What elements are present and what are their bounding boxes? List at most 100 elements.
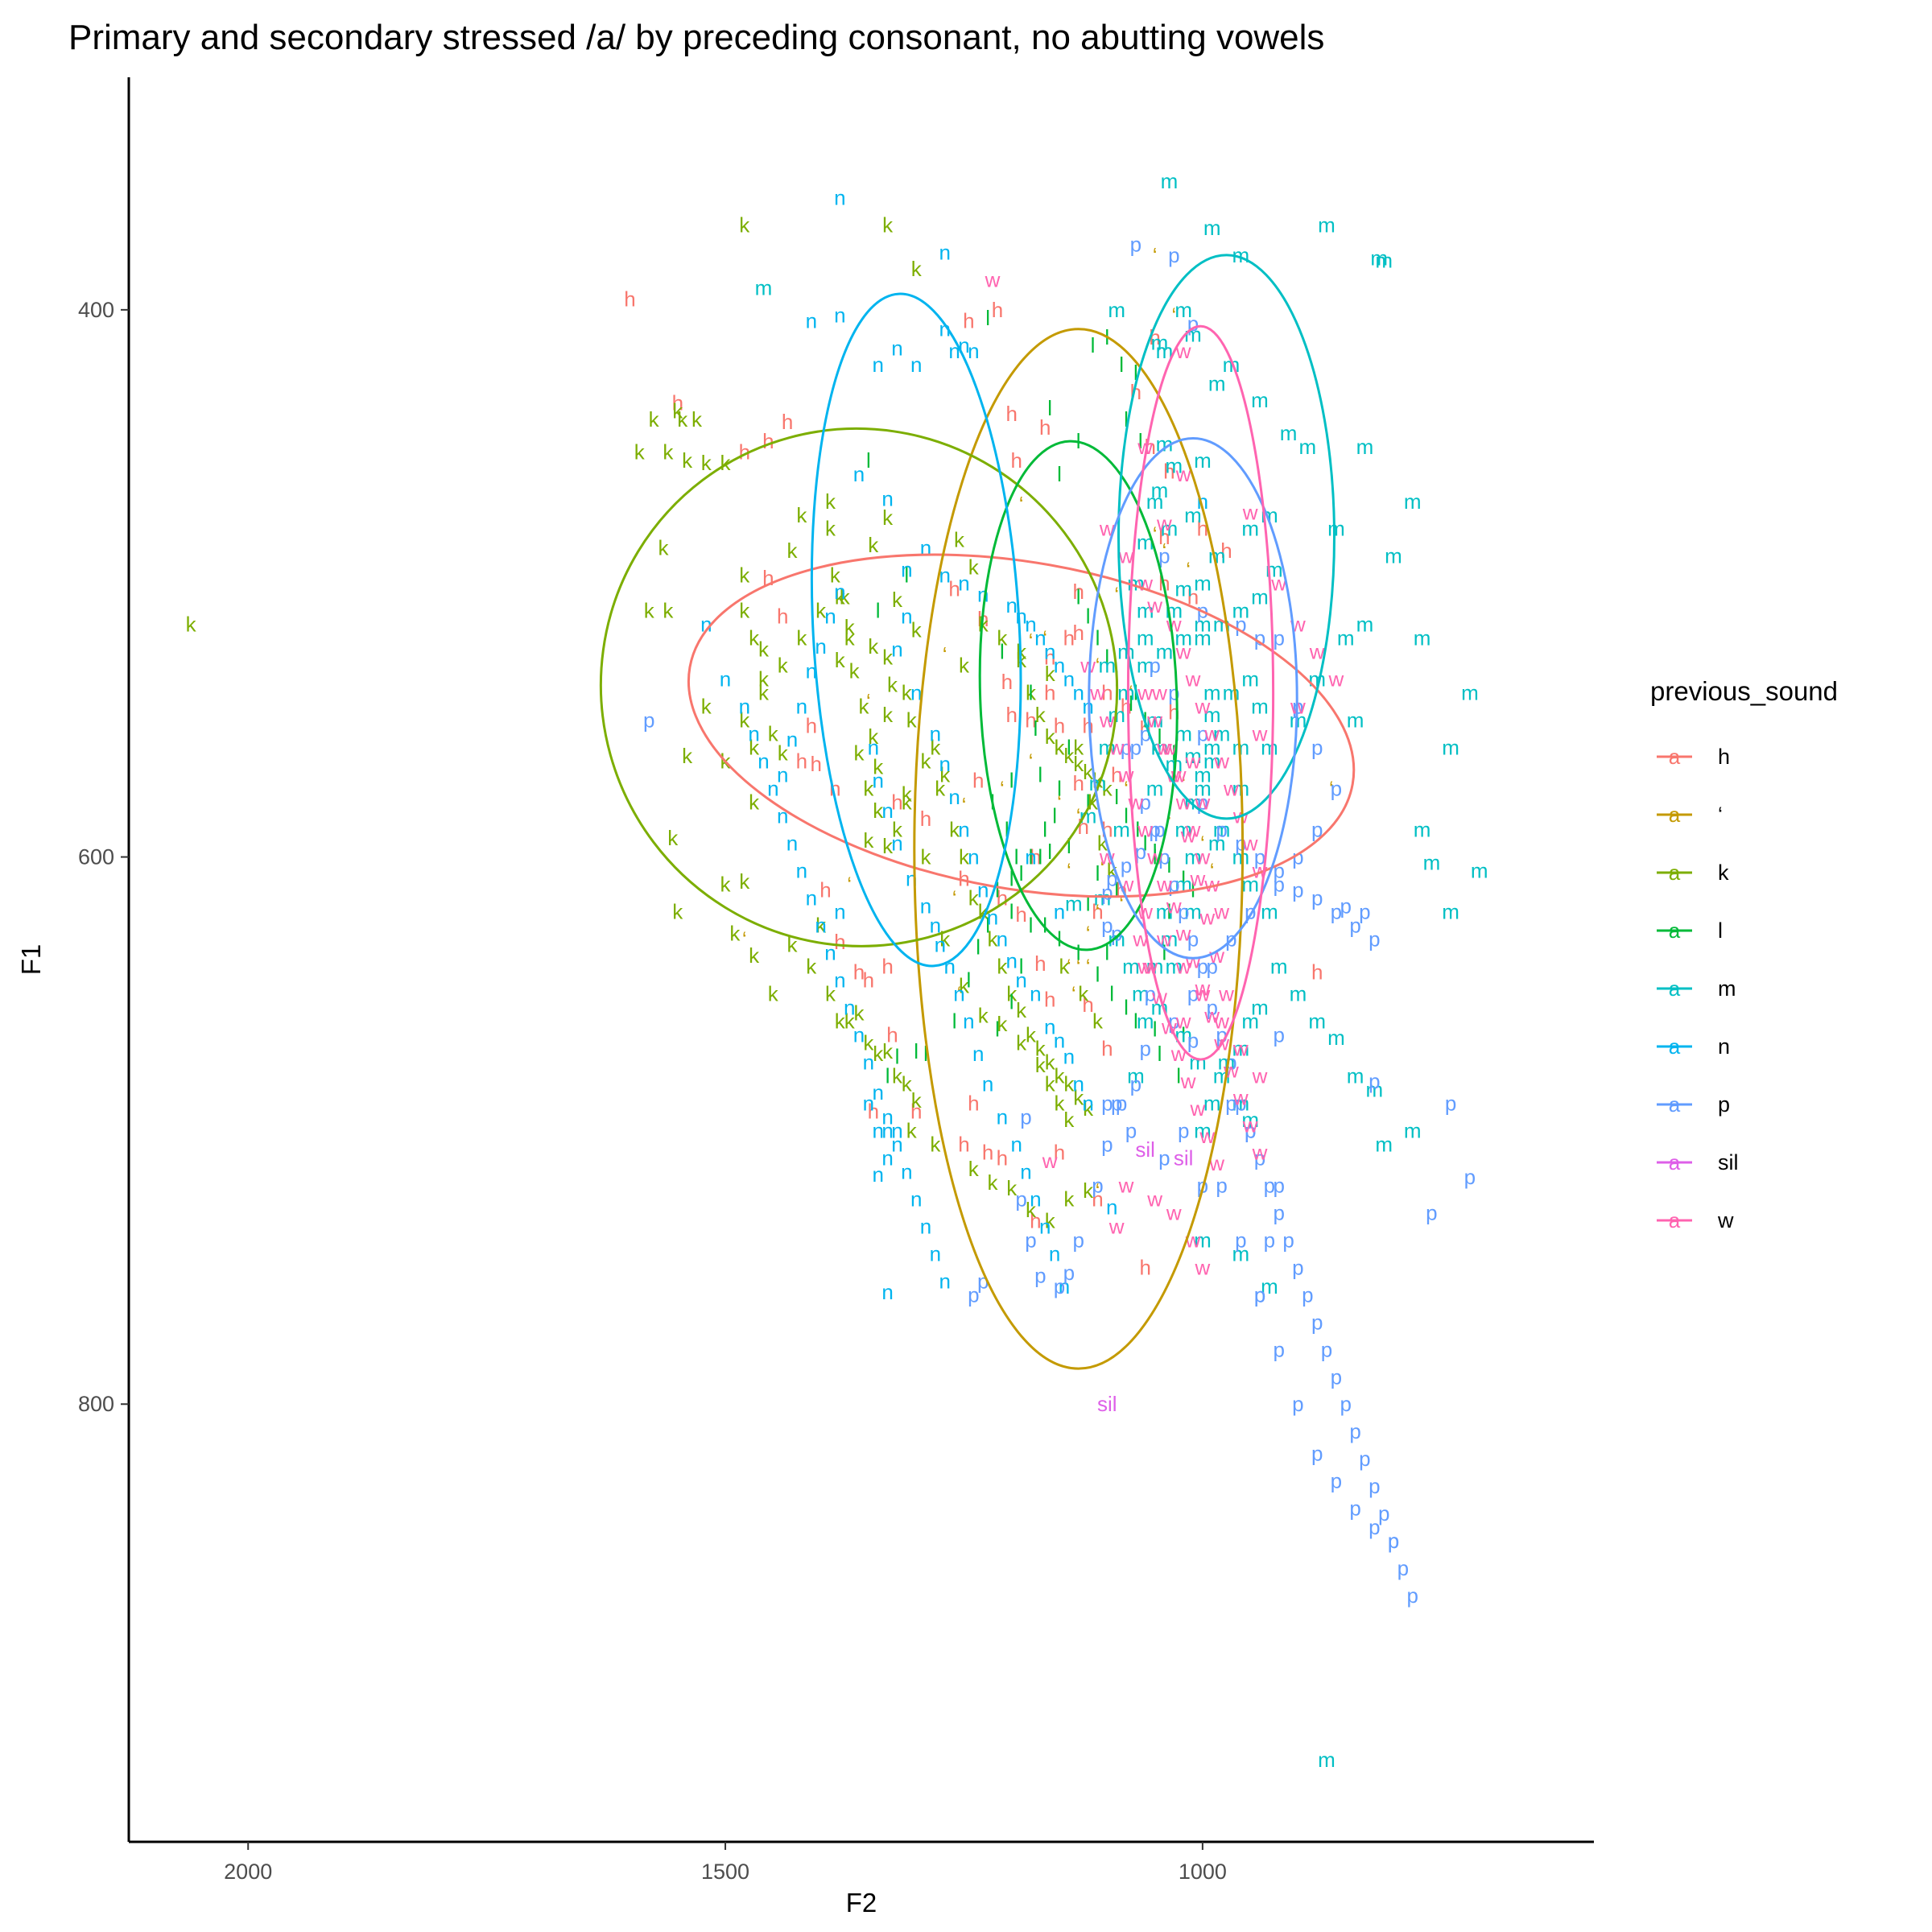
point-n-83: n — [815, 914, 826, 938]
point-m-1: m — [1151, 331, 1169, 355]
point-m-122: m — [1251, 996, 1269, 1020]
point-k-115: k — [1055, 1091, 1066, 1115]
point-h-18: h — [910, 1100, 922, 1124]
point-n-42: n — [1054, 1028, 1065, 1052]
point-quote-26: ‘ — [847, 873, 852, 897]
point-n-39: n — [1015, 968, 1026, 993]
point-k-116: k — [1063, 1108, 1075, 1132]
point-k-45: k — [906, 1118, 918, 1142]
point-m-116: m — [1132, 982, 1150, 1006]
point-m-44: m — [1327, 1026, 1345, 1050]
point-l-30: l — [1181, 1023, 1186, 1047]
point-h-48: h — [1044, 987, 1055, 1011]
point-p-42: p — [1368, 1515, 1380, 1539]
point-l-21: l — [1057, 927, 1062, 952]
point-k-37: k — [844, 1009, 856, 1034]
point-quote-28: ‘ — [1096, 1179, 1100, 1203]
point-k-42: k — [892, 1063, 903, 1088]
point-p-96: p — [1340, 894, 1351, 919]
point-h-6: h — [777, 605, 788, 629]
point-m-41: m — [1270, 955, 1288, 979]
point-k-135: k — [844, 626, 856, 650]
point-quote-35: ‘ — [1181, 771, 1186, 795]
point-k-91: k — [1016, 640, 1027, 664]
point-quote-1: ‘ — [1171, 303, 1176, 328]
x-tick-label-2000: 2000 — [224, 1860, 272, 1884]
point-h-27: h — [1039, 415, 1051, 440]
point-m-115: m — [1122, 955, 1140, 979]
point-m-33: m — [1184, 744, 1202, 768]
point-k-29: k — [729, 922, 741, 946]
point-n-86: n — [844, 996, 855, 1020]
point-p-0: p — [1130, 232, 1141, 256]
point-w-69: w — [1132, 927, 1148, 952]
point-l-8: l — [904, 564, 909, 588]
point-k-28: k — [739, 869, 750, 894]
point-l-3: l — [1138, 429, 1143, 453]
point-p-20: p — [1130, 1072, 1141, 1096]
point-m-127: m — [1194, 1118, 1212, 1142]
point-m-80: m — [1194, 626, 1212, 650]
point-m-43: m — [1308, 1009, 1326, 1034]
point-m-76: m — [1098, 654, 1116, 678]
point-p-12: p — [1292, 845, 1303, 869]
point-h-8: h — [810, 752, 821, 776]
point-n-94: n — [920, 1214, 931, 1238]
point-p-90: p — [1397, 1556, 1409, 1580]
point-w-31: w — [1146, 593, 1162, 617]
point-p-35: p — [1235, 1228, 1246, 1252]
point-k-125: k — [739, 564, 750, 588]
point-h-2: h — [762, 429, 774, 453]
point-m-100: m — [1161, 517, 1179, 541]
point-w-19: w — [1099, 845, 1115, 869]
point-l-2: l — [1133, 361, 1138, 385]
point-k-130: k — [930, 736, 941, 760]
point-p-21: p — [1125, 1118, 1137, 1142]
point-n-32: n — [948, 785, 960, 809]
point-m-91: m — [1189, 1050, 1207, 1074]
point-quote-20: ‘ — [1029, 749, 1034, 774]
legend-key-glyph-l: a — [1669, 919, 1681, 943]
point-m-14: m — [1184, 323, 1202, 347]
point-quote-21: ‘ — [1000, 777, 1005, 801]
point-l-32: l — [1167, 900, 1172, 924]
point-k-50: k — [1026, 1198, 1037, 1222]
point-n-81: n — [796, 859, 807, 883]
point-p-43: p — [1388, 1529, 1399, 1553]
legend-item-sil: a sil — [1657, 1150, 1739, 1174]
point-k-41: k — [882, 1039, 894, 1063]
point-w-37: w — [1213, 749, 1229, 774]
point-w-16: w — [1195, 845, 1211, 869]
point-n-48: n — [881, 799, 893, 823]
point-m-47: m — [1404, 1118, 1422, 1142]
point-m-36: m — [1194, 777, 1212, 801]
point-h-58: h — [1158, 525, 1170, 549]
point-p-39: p — [1311, 1441, 1323, 1465]
point-quote-13: ‘ — [1067, 859, 1071, 883]
point-w-76: w — [1199, 1124, 1215, 1148]
point-w-89: w — [1166, 1200, 1182, 1224]
point-quote-31: ‘ — [1019, 492, 1024, 516]
point-quote-38: ‘ — [1076, 955, 1081, 979]
point-l-65: l — [1167, 853, 1172, 877]
point-m-56: m — [1194, 613, 1212, 637]
point-m-102: m — [1194, 448, 1212, 473]
point-n-35: n — [977, 877, 989, 902]
point-k-100: k — [1102, 777, 1113, 801]
point-l-52: l — [1029, 914, 1034, 938]
point-h-49: h — [1082, 993, 1093, 1017]
point-l-38: l — [1067, 834, 1071, 858]
point-l-57: l — [1005, 818, 1009, 842]
point-l-13: l — [1057, 777, 1062, 801]
point-p-98: p — [1264, 1228, 1275, 1252]
point-w-64: w — [1180, 823, 1196, 847]
point-p-32: p — [1178, 1118, 1189, 1142]
point-h-68: h — [1139, 1255, 1150, 1279]
point-n-90: n — [881, 1104, 893, 1129]
point-p-64: p — [1149, 818, 1160, 842]
point-m-50: m — [1423, 850, 1441, 874]
point-n-61: n — [1020, 1159, 1031, 1183]
point-w-85: w — [1175, 1009, 1191, 1034]
point-n-72: n — [777, 763, 788, 787]
